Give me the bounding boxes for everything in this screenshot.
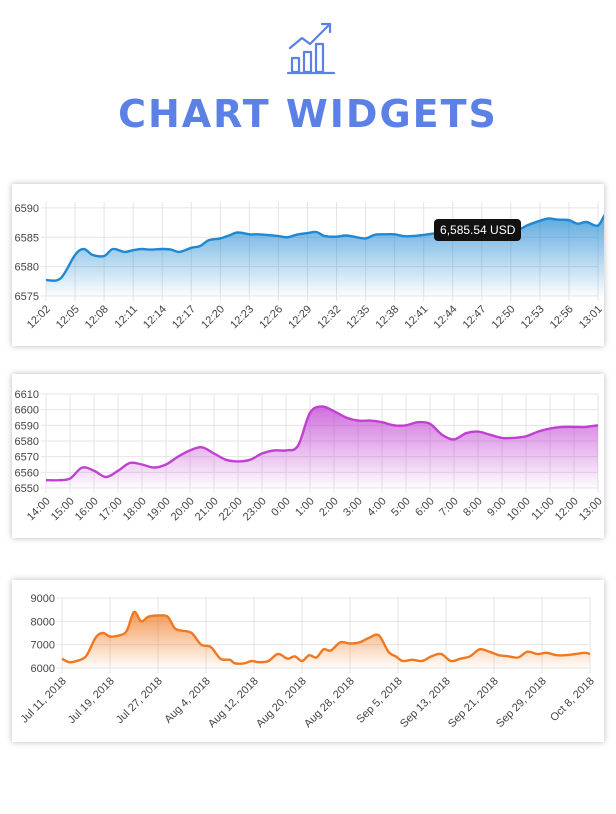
x-tick-label: 2:00 xyxy=(317,495,341,519)
x-tick-label: 12:23 xyxy=(228,303,256,331)
x-tick-label: 12:00 xyxy=(553,495,581,523)
x-tick-label: 10:00 xyxy=(505,495,533,523)
growth-chart-icon xyxy=(286,22,336,75)
y-tick-label: 6610 xyxy=(15,389,39,401)
x-tick-label: Jul 11, 2018 xyxy=(18,675,68,725)
x-tick-label: 1:00 xyxy=(293,495,317,519)
series-area xyxy=(46,406,598,488)
x-tick-label: 22:00 xyxy=(217,495,245,523)
x-tick-label: 11:00 xyxy=(529,495,556,522)
x-tick-label: Sep 5, 2018 xyxy=(354,675,404,725)
x-tick-label: 12:53 xyxy=(519,303,547,331)
x-tick-label: 12:32 xyxy=(315,303,343,331)
x-tick-label: 5:00 xyxy=(389,495,413,519)
x-tick-label: 19:00 xyxy=(145,495,173,523)
x-tick-label: 18:00 xyxy=(121,495,149,523)
x-tick-label: 6:00 xyxy=(413,495,437,519)
x-tick-label: Aug 12, 2018 xyxy=(206,675,261,730)
x-tick-label: 12:17 xyxy=(170,303,198,331)
x-tick-label: Sep 13, 2018 xyxy=(398,675,453,730)
y-tick-label: 6590 xyxy=(15,203,39,215)
y-tick-label: 6590 xyxy=(15,420,39,432)
y-tick-label: 6580 xyxy=(15,262,39,274)
y-tick-label: 6575 xyxy=(15,291,39,303)
x-tick-label: 0:00 xyxy=(269,495,293,519)
x-tick-label: 4:00 xyxy=(365,495,389,519)
page-title: CHART WIDGETS xyxy=(118,92,498,136)
y-tick-label: 6580 xyxy=(15,436,39,448)
x-tick-label: 13:00 xyxy=(577,495,604,523)
x-tick-label: Oct 8, 2018 xyxy=(548,675,597,724)
x-tick-label: 12:05 xyxy=(54,303,82,331)
y-tick-label: 6600 xyxy=(15,405,39,417)
x-tick-label: 17:00 xyxy=(97,495,125,523)
y-tick-label: 7000 xyxy=(31,640,55,652)
x-tick-label: 15:00 xyxy=(49,495,77,523)
y-tick-label: 8000 xyxy=(31,616,55,628)
x-tick-label: 3:00 xyxy=(341,495,365,519)
x-tick-label: Jul 27, 2018 xyxy=(114,675,165,726)
x-tick-label: 7:00 xyxy=(437,495,461,519)
x-tick-label: 20:00 xyxy=(169,495,197,523)
daily-chart-card: 6000 7000 8000 9000 Jul 11, 2018 Jul 19, 2018… xyxy=(12,580,604,742)
y-tick-label: 6570 xyxy=(15,452,39,464)
x-tick-label: 12:26 xyxy=(257,303,285,331)
x-tick-label: 12:20 xyxy=(199,303,227,331)
hourly-chart-card: 6550 6560 6570 6580 6590 6600 6610 14:00 15:00 16… xyxy=(12,374,604,538)
y-tick-label: 6000 xyxy=(31,663,55,675)
y-tick-label: 6550 xyxy=(15,483,39,495)
price-chart-card: 6575 6580 6585 6590 12:02 12:05 12:08 12:11 12:1… xyxy=(12,184,604,346)
x-tick-label: 16:00 xyxy=(73,495,101,523)
hourly-area-chart[interactable]: 6550 6560 6570 6580 6590 6600 6610 14:0015:0016… xyxy=(12,374,604,538)
x-tick-label: Sep 21, 2018 xyxy=(446,675,501,730)
x-tick-label: Aug 4, 2018 xyxy=(162,675,212,725)
x-tick-label: 12:56 xyxy=(548,303,576,331)
chart-tooltip: 6,585.54 USD xyxy=(434,219,522,241)
x-tick-label: 12:38 xyxy=(373,303,401,331)
x-tick-label: 12:14 xyxy=(141,303,169,331)
x-tick-label: 13:01 xyxy=(577,303,604,331)
x-tick-label: 12:50 xyxy=(490,303,518,331)
x-tick-label: Aug 20, 2018 xyxy=(254,675,309,730)
x-tick-label: 14:00 xyxy=(25,495,53,523)
x-tick-label: 12:35 xyxy=(344,303,372,331)
x-tick-label: Aug 28, 2018 xyxy=(302,675,357,730)
x-tick-label: 12:47 xyxy=(461,303,489,331)
x-tick-label: 12:02 xyxy=(25,303,53,331)
x-tick-label: 12:44 xyxy=(432,303,460,331)
series-line xyxy=(61,610,591,665)
series-area xyxy=(62,611,590,668)
series-line xyxy=(45,213,604,282)
x-tick-label: Jul 19, 2018 xyxy=(66,675,117,726)
x-tick-label: 12:41 xyxy=(403,303,431,331)
y-tick-label: 6560 xyxy=(15,467,39,479)
x-tick-label: 8:00 xyxy=(461,495,485,519)
x-tick-label: 23:00 xyxy=(241,495,269,523)
y-tick-label: 9000 xyxy=(31,593,55,605)
x-tick-label: Sep 29, 2018 xyxy=(494,675,549,730)
series-line xyxy=(45,405,599,482)
x-tick-label: 12:29 xyxy=(286,303,314,331)
x-tick-label: 21:00 xyxy=(193,495,221,523)
x-tick-label: 12:08 xyxy=(83,303,111,331)
y-tick-label: 6585 xyxy=(15,232,39,244)
x-tick-label: 12:11 xyxy=(113,303,140,330)
